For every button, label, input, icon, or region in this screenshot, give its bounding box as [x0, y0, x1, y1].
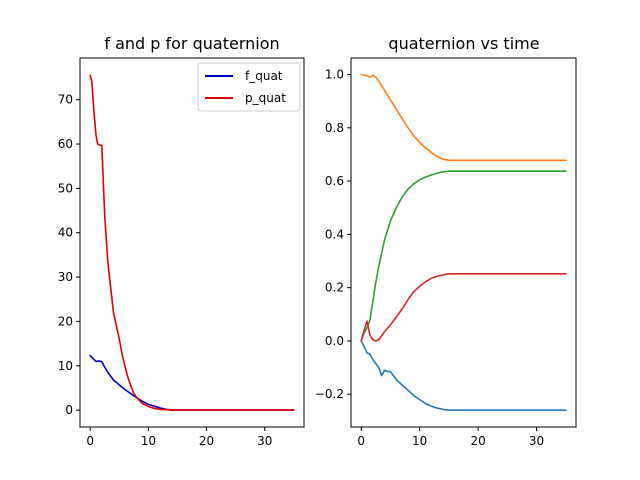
x-tick-label: 0 [357, 434, 365, 448]
axes-frame [79, 57, 305, 428]
x-tick-label: 20 [199, 434, 214, 448]
y-tick-label: 0.6 [325, 174, 344, 188]
axis-ticks: 0 10 20 30 0 10 20 30 40 50 60 70 [58, 93, 273, 448]
y-tick-label: 70 [58, 93, 73, 107]
series-line-2 [360, 73, 567, 162]
y-tick-label: 0.0 [325, 334, 344, 348]
axes-frame [350, 57, 577, 428]
x-tick-label: 20 [470, 434, 485, 448]
series-line-3 [360, 170, 567, 342]
y-tick-label: 0.2 [325, 281, 344, 295]
series-layer [360, 73, 567, 412]
y-tick-label: 40 [58, 226, 73, 240]
chart-quaternion-vs-time: quaternion vs time 0 10 20 30−0.20.00.20.40… [315, 34, 577, 448]
y-tick-label: 30 [58, 270, 73, 284]
chart-title: f and p for quaternion [104, 34, 279, 53]
axis-ticks: 0 10 20 30 −0.2 0.0 0.2 0.4 0.6 0.8 1.0 [315, 68, 544, 448]
legend-label-p-quat: p_quat [245, 91, 286, 105]
series-layer [89, 74, 295, 411]
y-tick-label: 60 [58, 137, 73, 151]
x-tick-label: 10 [412, 434, 427, 448]
x-tick-label: 30 [257, 434, 272, 448]
series-line-p-quat [89, 74, 295, 411]
y-tick-label: 10 [58, 359, 73, 373]
y-tick-label: 0.4 [325, 227, 344, 241]
y-tick-label: 1.0 [325, 68, 344, 82]
legend-label-f-quat: f_quat [245, 69, 283, 83]
chart-f-and-p: f and p for quaternion 0 10 20 30 0 10 20 30 40 5… [58, 34, 305, 448]
y-tick-label: 0 [65, 403, 73, 417]
x-tick-label: 10 [141, 434, 156, 448]
y-tick-label: 0.8 [325, 121, 344, 135]
x-tick-label: 0 [86, 434, 94, 448]
y-tick-label: 50 [58, 181, 73, 195]
legend: f_quat p_quat [197, 62, 301, 112]
x-tick-label: 30 [529, 434, 544, 448]
series-line-4 [360, 272, 567, 342]
chart-title: quaternion vs time [388, 34, 539, 53]
y-tick-label: 20 [58, 314, 73, 328]
series-line-1 [360, 340, 567, 412]
y-tick-label: −0.2 [315, 387, 344, 401]
